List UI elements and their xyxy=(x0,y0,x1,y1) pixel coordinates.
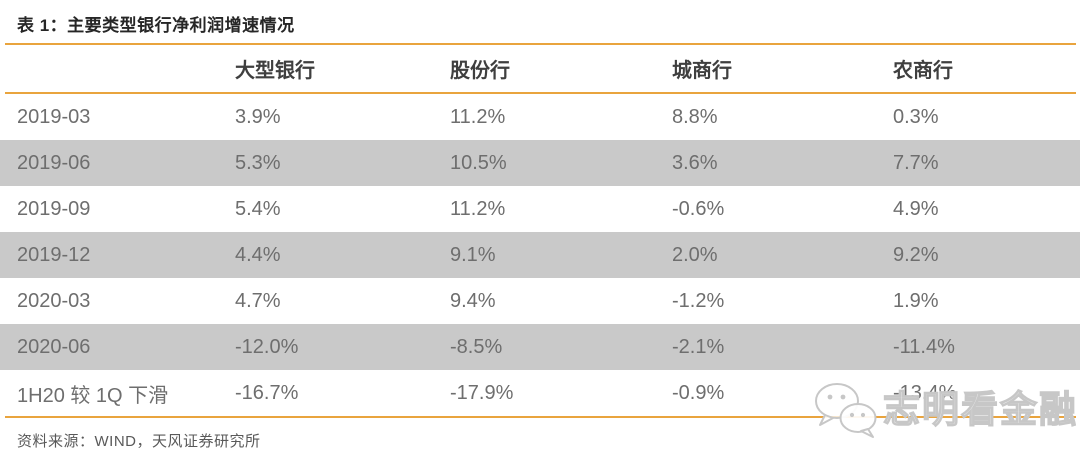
value-cell: 11.2% xyxy=(450,105,506,128)
value-cell: -11.4% xyxy=(893,335,955,358)
table-row: 2019-12 4.4% 9.1% 2.0% 9.2% xyxy=(0,232,1080,278)
table-row: 1H20 较 1Q 下滑 -16.7% -17.9% -0.9% -13.4% xyxy=(0,370,1080,416)
value-cell: 1.9% xyxy=(893,289,939,312)
table-row: 2019-09 5.4% 11.2% -0.6% 4.9% xyxy=(0,186,1080,232)
table-row: 2020-03 4.7% 9.4% -1.2% 1.9% xyxy=(0,278,1080,324)
value-cell: 4.9% xyxy=(893,197,939,220)
period-cell: 2020-06 xyxy=(17,335,91,358)
value-cell: -0.9% xyxy=(672,381,725,404)
value-cell: -8.5% xyxy=(450,335,503,358)
value-cell: 2.0% xyxy=(672,243,718,266)
table-row: 2019-06 5.3% 10.5% 3.6% 7.7% xyxy=(0,140,1080,186)
divider-top xyxy=(5,43,1076,45)
value-cell: -0.6% xyxy=(672,197,725,220)
value-cell: 3.9% xyxy=(235,105,281,128)
source-note: 资料来源：WIND，天风证券研究所 xyxy=(17,433,261,450)
table-row: 2019-03 3.9% 11.2% 8.8% 0.3% xyxy=(0,94,1080,140)
value-cell: 0.3% xyxy=(893,105,939,128)
value-cell: 7.7% xyxy=(893,151,939,174)
value-cell: -17.9% xyxy=(450,381,514,404)
value-cell: 3.6% xyxy=(672,151,718,174)
value-cell: -12.0% xyxy=(235,335,299,358)
header-cell-large-banks: 大型银行 xyxy=(235,60,315,82)
period-cell: 1H20 较 1Q 下滑 xyxy=(17,384,169,407)
period-cell: 2019-12 xyxy=(17,243,91,266)
table-header-row: 大型银行 股份行 城商行 农商行 xyxy=(0,45,1080,92)
period-cell: 2019-06 xyxy=(17,151,91,174)
value-cell: 9.1% xyxy=(450,243,496,266)
value-cell: 9.2% xyxy=(893,243,939,266)
value-cell: -1.2% xyxy=(672,289,725,312)
header-cell-rural-commercial-banks: 农商行 xyxy=(893,60,953,82)
value-cell: 4.4% xyxy=(235,243,281,266)
period-cell: 2019-09 xyxy=(17,197,91,220)
period-cell: 2020-03 xyxy=(17,289,91,312)
value-cell: 4.7% xyxy=(235,289,281,312)
value-cell: 5.4% xyxy=(235,197,281,220)
value-cell: -13.4% xyxy=(893,381,957,404)
value-cell: -16.7% xyxy=(235,381,299,404)
header-cell-city-commercial-banks: 城商行 xyxy=(672,60,732,82)
value-cell: 9.4% xyxy=(450,289,496,312)
value-cell: 8.8% xyxy=(672,105,718,128)
value-cell: 5.3% xyxy=(235,151,281,174)
value-cell: 10.5% xyxy=(450,151,507,174)
divider-header xyxy=(5,92,1076,94)
page-title: 表 1：主要类型银行净利润增速情况 xyxy=(17,16,295,35)
header-cell-joint-stock-banks: 股份行 xyxy=(450,60,510,82)
value-cell: 11.2% xyxy=(450,197,506,220)
period-cell: 2019-03 xyxy=(17,105,91,128)
divider-bottom xyxy=(5,416,1076,418)
value-cell: -2.1% xyxy=(672,335,725,358)
table-row: 2020-06 -12.0% -8.5% -2.1% -11.4% xyxy=(0,324,1080,370)
